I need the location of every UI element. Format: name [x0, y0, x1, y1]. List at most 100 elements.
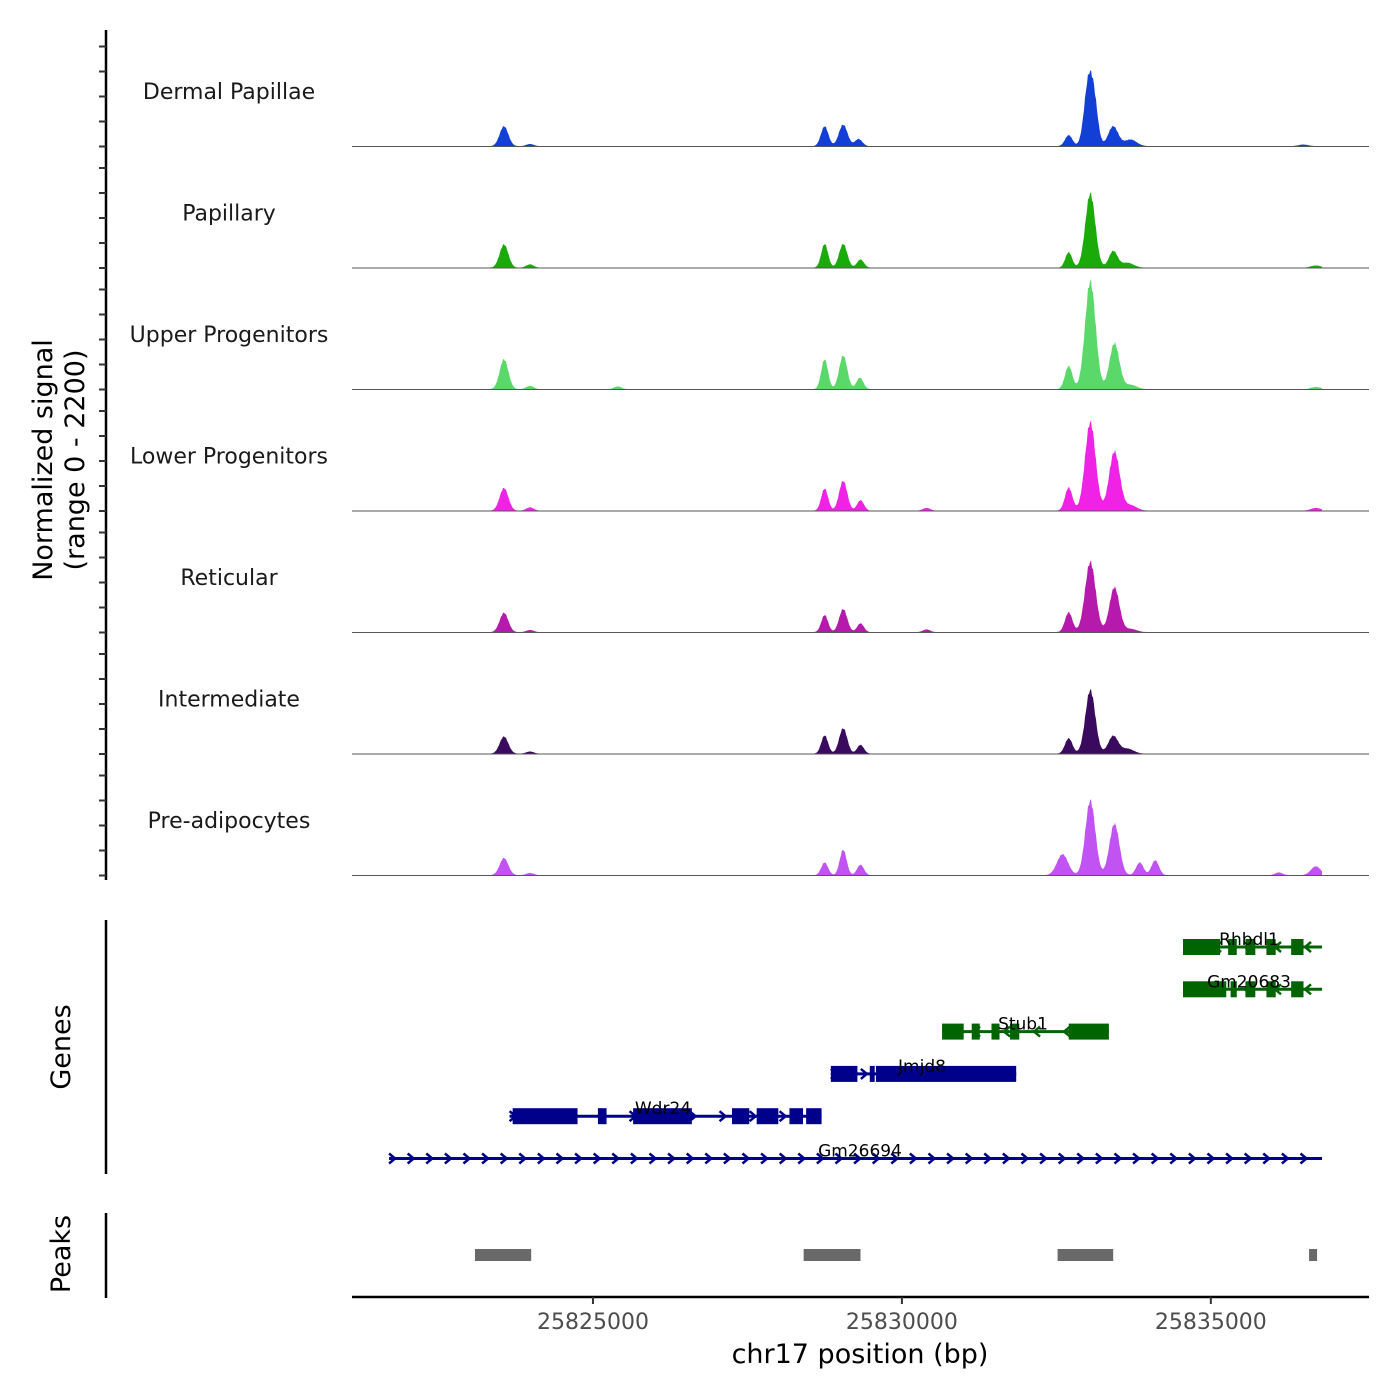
gene-wdr24: Wdr24 [508, 1099, 822, 1125]
exon [633, 1108, 692, 1125]
strand-arrow [860, 1067, 869, 1080]
strand-arrow [871, 1152, 881, 1165]
strand-arrow [853, 1152, 863, 1165]
signal-area [352, 279, 1322, 390]
exon [1183, 939, 1221, 955]
strand-arrow [1020, 1152, 1030, 1165]
strand-arrow [942, 1025, 951, 1038]
strand-arrow [508, 1110, 518, 1123]
coverage-tracks: Dermal Papillae Papillary Upper Progenitor… [130, 70, 1369, 876]
strand-arrow [1132, 1152, 1142, 1165]
exon [991, 1023, 1000, 1040]
strand-arrow [1002, 1152, 1011, 1165]
gene-label: Gm20683 [1207, 972, 1291, 992]
peak-region [474, 1249, 532, 1261]
strand-arrow [718, 1110, 728, 1123]
exon [869, 1065, 875, 1082]
gene-label: Jmjd8 [897, 1057, 946, 1077]
strand-arrow [1225, 1152, 1235, 1165]
strand-arrow [628, 1110, 638, 1123]
exon [1228, 939, 1237, 955]
strand-arrow [1273, 983, 1282, 996]
strand-arrow [972, 1025, 981, 1038]
peaks-track [474, 1249, 1318, 1261]
strand-arrow [1273, 941, 1282, 953]
track-label: Intermediate [158, 688, 300, 713]
strand-arrow [1281, 1152, 1290, 1165]
strand-arrow [748, 1110, 758, 1123]
exon [731, 1108, 750, 1125]
strand-arrow [425, 1152, 435, 1165]
strand-arrow [630, 1152, 639, 1165]
strand-arrow [1299, 1152, 1309, 1165]
strand-arrow [1039, 1152, 1049, 1165]
strand-arrow [537, 1152, 546, 1165]
track-pre-adipocytes: Pre-adipocytes [148, 799, 1369, 876]
gene-gm26694: Gm26694 [388, 1142, 1323, 1165]
signal-area [352, 688, 1322, 754]
gene-label: Gm26694 [818, 1142, 902, 1162]
track-intermediate: Intermediate [158, 688, 1369, 755]
y-axis-title-line2: (range 0 - 2200) [60, 350, 91, 571]
strand-arrow [1213, 941, 1222, 953]
gene-jmjd8: Jmjd8 [830, 1057, 1017, 1082]
x-tick-label: 25835000 [1155, 1310, 1267, 1335]
strand-arrow [388, 1152, 398, 1165]
strand-arrow [1243, 1152, 1253, 1165]
strand-arrow [1262, 1152, 1272, 1165]
exon [1230, 981, 1237, 998]
gene-rhbdl1: Rhbdl1 [1183, 930, 1323, 955]
strand-arrow [808, 1110, 818, 1123]
strand-arrow [1243, 983, 1252, 996]
strand-arrow [555, 1152, 565, 1165]
track-lower-progenitors: Lower Progenitors [130, 420, 1369, 512]
strand-arrow [1092, 1025, 1101, 1038]
strand-arrow [778, 1152, 788, 1165]
track-papillary: Papillary [182, 192, 1369, 269]
signal-area [352, 192, 1322, 268]
strand-arrow [1303, 941, 1312, 953]
exon [597, 1108, 607, 1125]
track-label: Papillary [182, 202, 276, 227]
peaks-track-title: Peaks [46, 1215, 77, 1293]
strand-arrow [462, 1152, 472, 1165]
signal-area [352, 799, 1322, 876]
signal-y-ticks [99, 45, 106, 877]
strand-arrow [760, 1152, 770, 1165]
track-label: Dermal Papillae [143, 80, 315, 105]
strand-arrow [797, 1152, 807, 1165]
strand-arrow [980, 1067, 989, 1080]
exon [1245, 981, 1256, 998]
gene-gm20683: Gm20683 [1183, 972, 1323, 998]
strand-arrow [834, 1152, 844, 1165]
strand-arrow [964, 1152, 974, 1165]
strand-arrow [667, 1152, 677, 1165]
genes-track: Rhbdl1 Gm20683 Stub1 Jmjd8 Wdr24 Gm26694 [388, 930, 1323, 1165]
strand-arrow [830, 1067, 839, 1080]
signal-area [352, 420, 1322, 511]
strand-arrow [890, 1152, 900, 1165]
strand-arrow [598, 1110, 608, 1123]
strand-arrow [983, 1152, 993, 1165]
peak-region [803, 1249, 861, 1261]
exon [1291, 981, 1304, 998]
signal-area [352, 560, 1322, 633]
strand-arrow [406, 1152, 416, 1165]
strand-arrow [778, 1110, 788, 1123]
strand-arrow [658, 1110, 668, 1123]
strand-arrow [920, 1067, 929, 1080]
track-label: Reticular [180, 566, 278, 591]
signal-area [352, 70, 1322, 147]
genes-track-label: Genes [46, 1004, 77, 1089]
strand-arrow [741, 1152, 751, 1165]
strand-arrow [946, 1152, 956, 1165]
track-dermal-papillae: Dermal Papillae [143, 70, 1369, 147]
track-upper-progenitors: Upper Progenitors [130, 279, 1369, 390]
exon [1291, 939, 1304, 955]
exon [1266, 939, 1276, 955]
strand-arrow [890, 1067, 899, 1080]
strand-arrow [1188, 1152, 1197, 1165]
strand-arrow [816, 1152, 825, 1165]
track-reticular: Reticular [180, 560, 1369, 633]
